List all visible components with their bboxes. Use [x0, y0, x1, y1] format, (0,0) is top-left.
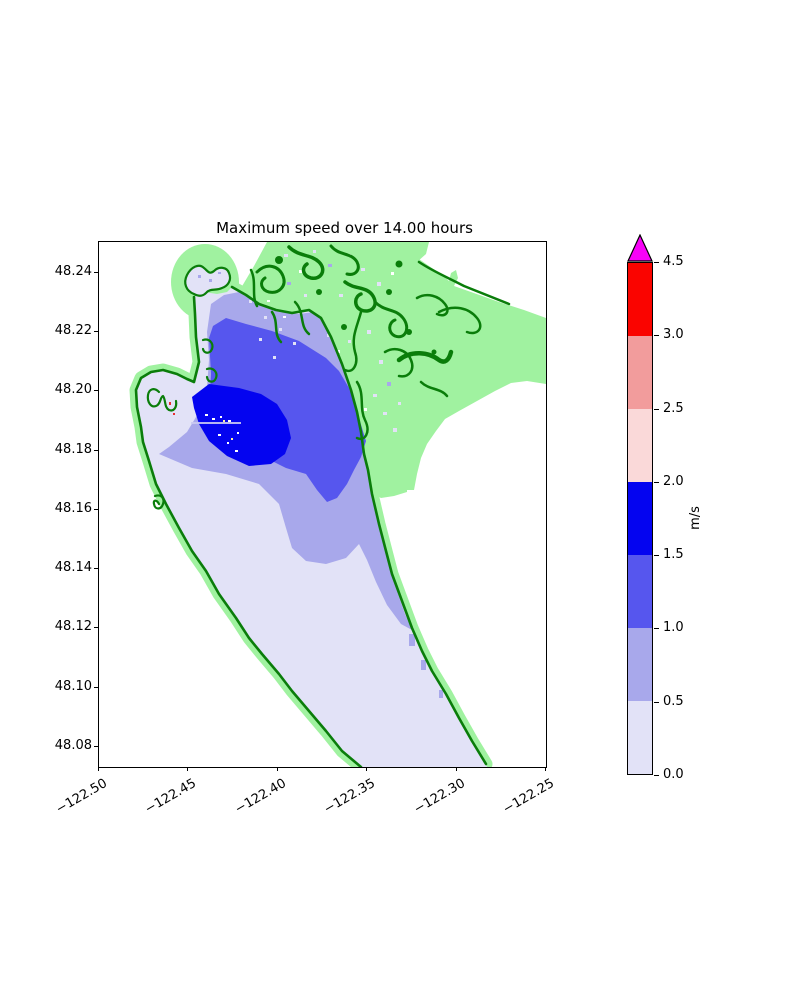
colorbar-tick	[654, 628, 659, 629]
x-tick	[98, 767, 99, 771]
colorbar-tick	[654, 482, 659, 483]
colorbar-tick	[654, 775, 659, 776]
y-tick	[94, 450, 98, 451]
speed-15-20-region	[192, 384, 291, 466]
y-tick	[94, 331, 98, 332]
colorbar-tick-label: 4.5	[663, 254, 684, 269]
inlet-hook-contour	[146, 338, 218, 510]
speed-map-svg	[99, 242, 546, 767]
x-tick	[545, 767, 546, 771]
plot-title: Maximum speed over 14.00 hours	[216, 219, 473, 237]
colorbar-tick-label: 2.5	[663, 401, 684, 416]
colorbar-tick	[654, 409, 659, 410]
y-tick-label: 48.12	[54, 619, 92, 634]
map-plot-area	[98, 241, 547, 768]
y-tick-label: 48.14	[54, 560, 92, 575]
x-tick	[187, 767, 188, 771]
x-tick	[366, 767, 367, 771]
core-dry-speckles	[191, 414, 241, 452]
y-tick-label: 48.08	[54, 738, 92, 753]
colorbar-segment	[628, 701, 652, 774]
colorbar-segment	[628, 628, 652, 701]
colorbar-tick	[654, 262, 659, 263]
y-tick-label: 48.22	[54, 323, 92, 338]
inlet-red-speckles	[169, 402, 175, 415]
colorbar-tick-label: 1.5	[663, 547, 684, 562]
colorbar-tick-label: 0.0	[663, 767, 684, 782]
colorbar-segment	[628, 336, 652, 409]
y-tick	[94, 568, 98, 569]
speed-10-15-region	[209, 318, 366, 502]
y-tick	[94, 627, 98, 628]
x-tick	[277, 767, 278, 771]
x-tick-label: −122.25	[500, 776, 557, 818]
y-tick	[94, 687, 98, 688]
colorbar-segment	[628, 263, 652, 336]
y-tick-label: 48.20	[54, 382, 92, 397]
y-tick-label: 48.10	[54, 679, 92, 694]
y-tick-label: 48.18	[54, 442, 92, 457]
y-tick-label: 48.16	[54, 501, 92, 516]
colorbar-over-arrow	[627, 234, 653, 262]
colorbar-tick	[654, 555, 659, 556]
colorbar-tick-label: 0.5	[663, 694, 684, 709]
colorbar-segment	[628, 555, 652, 628]
y-tick	[94, 509, 98, 510]
shoreline-contour	[134, 295, 363, 767]
colorbar-segment	[628, 482, 652, 555]
island	[184, 264, 232, 297]
y-tick	[94, 746, 98, 747]
colorbar-tick-label: 2.0	[663, 474, 684, 489]
delta-channel-contours	[249, 244, 511, 441]
colorbar-segment	[628, 409, 652, 482]
colorbar-unit-label: m/s	[688, 506, 703, 530]
y-tick	[94, 390, 98, 391]
colorbar-tick-label: 1.0	[663, 620, 684, 635]
colorbar	[627, 262, 653, 775]
delta-speckles	[249, 250, 401, 432]
x-tick	[456, 767, 457, 771]
y-tick-label: 48.24	[54, 264, 92, 279]
colorbar-tick-label: 3.0	[663, 327, 684, 342]
colorbar-tick	[654, 702, 659, 703]
speed-05-10-fringe	[409, 634, 443, 698]
colorbar-tick	[654, 335, 659, 336]
y-tick	[94, 272, 98, 273]
shoreline-contour-north-east	[230, 285, 488, 766]
